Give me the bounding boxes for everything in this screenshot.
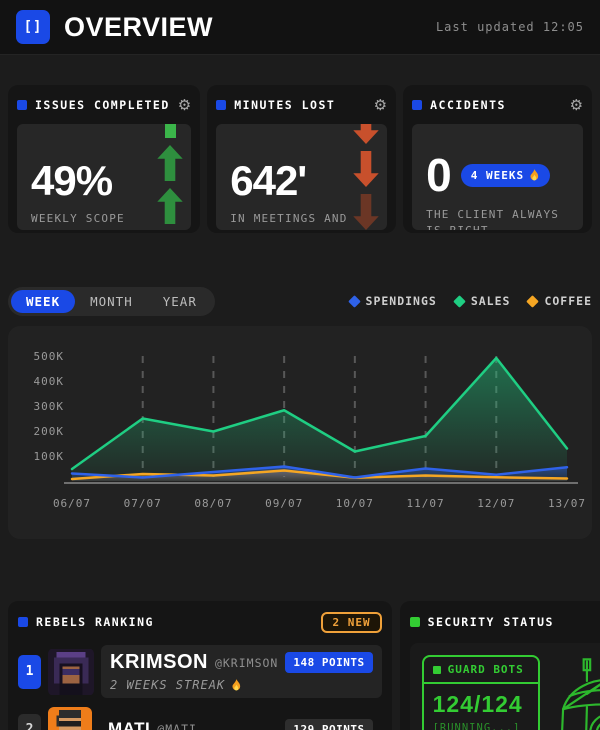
svg-text:06/07: 06/07	[53, 497, 91, 510]
points-badge: 148 POINTS	[285, 652, 373, 673]
gear-icon[interactable]: ⚙	[373, 95, 388, 114]
stat-subtitle: IN MEETINGS AND RABBIT HOLES	[230, 212, 348, 230]
player-panel: KRIMSON @KRIMSON 148 POINTS 2 WEEKS STRE…	[101, 645, 382, 698]
player-name: MATI	[108, 719, 151, 730]
card-title: MINUTES LOST	[234, 98, 336, 112]
svg-text:09/07: 09/07	[265, 497, 303, 510]
guard-bots-title: GUARD BOTS	[447, 663, 524, 676]
card-issues-completed: ISSUES COMPLETED ⚙ 49% WEEKLY SCOPE	[8, 85, 201, 233]
diamond-icon	[347, 294, 361, 308]
gear-icon[interactable]: ⚙	[177, 95, 192, 114]
page-title: OVERVIEW	[64, 11, 214, 42]
player-name: KRIMSON	[110, 651, 208, 673]
app-logo-icon: []	[16, 10, 50, 44]
trend-down-icon	[353, 124, 379, 230]
security-panel: GUARD BOTS 124/124 [RUNNING...]	[409, 643, 600, 730]
ranking-list: 1 KRIMSON	[18, 645, 382, 730]
flame-icon	[530, 168, 539, 180]
tab-week[interactable]: WEEK	[11, 289, 76, 313]
trend-up-icon	[157, 124, 183, 230]
avatar	[48, 707, 92, 730]
card-title: ACCIDENTS	[430, 98, 506, 112]
tab-month[interactable]: MONTH	[75, 290, 148, 313]
streak-weeks-badge: 4 WEEKS	[460, 163, 551, 187]
guard-bots-box: GUARD BOTS 124/124 [RUNNING...]	[421, 655, 540, 730]
chart-card: 100K 200K 300K 400K 500K 06/07 07/07 08/07 09/07…	[8, 326, 592, 539]
card-bullet-icon	[18, 617, 28, 627]
list-item-krimson[interactable]: 1 KRIMSON	[18, 645, 382, 698]
points-badge: 129 POINTS	[285, 718, 373, 730]
bottom-row: REBELS RANKING 2 NEW 1	[8, 601, 600, 730]
guard-bullet-icon	[432, 665, 441, 674]
svg-text:400K: 400K	[34, 375, 65, 388]
flame-icon	[232, 678, 241, 690]
stat-value: 642'	[230, 157, 307, 204]
chart-controls: WEEK MONTH YEAR SPENDINGS SALES COFFEE	[8, 286, 592, 316]
robot-wireframe-icon	[560, 658, 600, 730]
svg-text:100K: 100K	[34, 450, 65, 463]
svg-text:300K: 300K	[34, 400, 65, 413]
svg-text:200K: 200K	[34, 425, 65, 438]
stat-panel: 49% WEEKLY SCOPE	[17, 124, 192, 230]
player-handle: @KRIMSON	[214, 655, 279, 670]
svg-text:12/07: 12/07	[477, 497, 515, 510]
svg-text:13/07: 13/07	[548, 497, 586, 510]
legend-coffee[interactable]: COFFEE	[526, 294, 592, 308]
player-handle: @MATI	[157, 722, 197, 730]
diamond-icon	[526, 294, 540, 308]
area-chart[interactable]: 100K 200K 300K 400K 500K 06/07 07/07 08/07 09/07…	[8, 326, 592, 539]
card-bullet-icon	[412, 100, 423, 110]
gear-icon[interactable]: ⚙	[569, 95, 584, 114]
svg-text:11/07: 11/07	[407, 497, 445, 510]
legend-sales[interactable]: SALES	[452, 294, 511, 308]
avatar	[48, 648, 94, 696]
stat-value: 0	[426, 149, 452, 201]
card-security-status: SECURITY STATUS ONLINE GUARD BOTS 124/12…	[399, 601, 600, 730]
stats-row: ISSUES COMPLETED ⚙ 49% WEEKLY SCOPE MINU…	[8, 85, 593, 233]
rank-badge: 1	[18, 654, 41, 689]
stat-subtitle: WEEKLY SCOPE	[31, 212, 125, 225]
card-rebels-ranking: REBELS RANKING 2 NEW 1	[8, 601, 392, 730]
stat-subtitle: THE CLIENT ALWAYS IS RIGHT	[426, 208, 560, 230]
app-header: [] OVERVIEW Last updated 12:05	[0, 0, 600, 55]
chart-legend: SPENDINGS SALES COFFEE	[347, 294, 592, 308]
rank-badge: 2	[18, 714, 41, 730]
stat-panel: 0 4 WEEKS THE CLIENT ALWAYS IS RIGHT	[412, 124, 584, 230]
svg-text:07/07: 07/07	[124, 497, 162, 510]
card-title: ISSUES COMPLETED	[35, 98, 170, 112]
card-title: REBELS RANKING	[36, 615, 154, 629]
streak-text: 2 WEEKS STREAK	[110, 678, 373, 692]
stat-panel: 642' IN MEETINGS AND RABBIT HOLES	[216, 124, 388, 230]
card-bullet-icon	[409, 617, 420, 627]
card-accidents: ACCIDENTS ⚙ 0 4 WEEKS THE CLIENT ALWAYS …	[403, 85, 593, 233]
card-bullet-icon	[17, 100, 27, 110]
main-content: ISSUES COMPLETED ⚙ 49% WEEKLY SCOPE MINU…	[0, 85, 600, 730]
last-updated-text: Last updated 12:05	[435, 20, 584, 34]
guard-bots-status: [RUNNING...]	[432, 722, 521, 730]
new-count-badge: 2 NEW	[321, 611, 382, 633]
player-panel: MATI @MATI 129 POINTS	[99, 713, 382, 730]
svg-text:10/07: 10/07	[336, 497, 374, 510]
stat-value: 49%	[31, 157, 113, 204]
time-range-tabs: WEEK MONTH YEAR	[8, 286, 215, 316]
diamond-icon	[452, 294, 466, 308]
svg-text:08/07: 08/07	[194, 497, 232, 510]
svg-text:500K: 500K	[34, 350, 65, 363]
card-bullet-icon	[216, 100, 227, 110]
list-item-mati[interactable]: 2 MATI	[18, 707, 382, 730]
guard-bots-count: 124/124	[432, 691, 523, 717]
card-title: SECURITY STATUS	[427, 615, 554, 629]
legend-spendings[interactable]: SPENDINGS	[347, 294, 437, 308]
card-minutes-lost: MINUTES LOST ⚙ 642' IN MEETINGS AND RABB…	[207, 85, 397, 233]
tab-year[interactable]: YEAR	[148, 290, 212, 313]
